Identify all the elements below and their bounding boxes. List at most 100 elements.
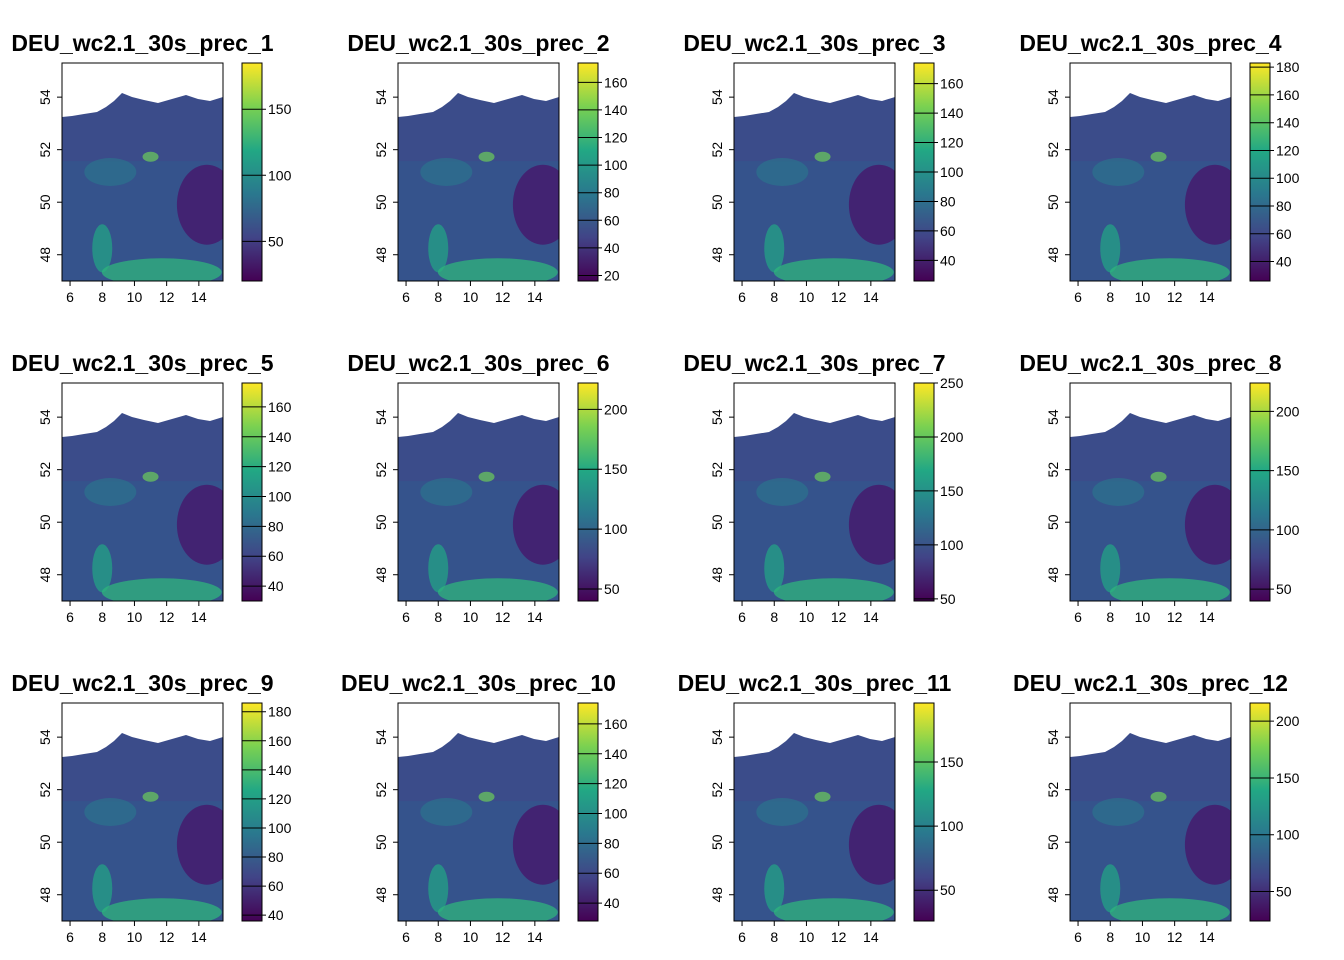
y-tick-label: 48 [37,887,53,903]
precipitation-map [398,63,559,281]
y-tick-label: 54 [709,409,725,425]
colorbar-tick-label: 140 [268,429,292,445]
precipitation-map [734,383,895,601]
colorbar-tick-label: 120 [604,130,628,146]
colorbar-tick-label: 120 [268,791,292,807]
colorbar-tick-label: 100 [940,818,964,834]
x-tick-label: 8 [98,929,106,945]
x-tick-label: 12 [495,929,511,945]
x-tick-label: 6 [1074,289,1082,305]
colorbar-tick-label: 60 [268,878,284,894]
map-sea [1070,63,1231,117]
x-tick-label: 10 [463,929,479,945]
y-tick-label: 50 [1045,514,1061,530]
colorbar-tick-label: 80 [604,185,620,201]
colorbar [578,703,598,921]
colorbar-frame [913,702,935,922]
map-black-forest [1100,864,1121,913]
colorbar-tick-label: 150 [604,461,628,477]
map-sea [734,383,895,437]
x-tick-label: 10 [799,609,815,625]
x-tick-label: 12 [159,609,175,625]
y-tick-label: 48 [1045,567,1061,583]
colorbar-tick-label: 100 [268,488,292,504]
y-tick-label: 54 [37,729,53,745]
colorbar-tick-label: 80 [604,835,620,851]
map-harz [142,791,159,802]
colorbar-tick-label: 150 [940,754,964,770]
x-tick-label: 6 [1074,609,1082,625]
panel: DEU_wc2.1_30s_prec_6 6 8 10 12 14 48 50 52 54 50 10… [347,350,627,625]
map-west-upland [756,158,809,186]
map-black-forest [1100,544,1121,593]
x-tick-label: 6 [66,609,74,625]
colorbar-tick-label: 100 [604,157,628,173]
y-tick-label: 50 [37,194,53,210]
y-tick-label: 52 [373,462,389,478]
map-frame [1069,382,1232,602]
map-alps [437,578,558,601]
map-west-upland [1092,478,1145,506]
colorbar-tick-label: 100 [268,820,292,836]
y-tick-label: 54 [37,409,53,425]
colorbar [242,383,262,601]
colorbar [914,383,934,601]
colorbar-frame [1249,702,1271,922]
map-alps [773,898,894,921]
y-tick-label: 50 [373,194,389,210]
y-tick-label: 50 [373,834,389,850]
x-tick-label: 8 [434,289,442,305]
colorbar-tick-label: 200 [1276,403,1300,419]
colorbar-tick-label: 50 [604,581,620,597]
colorbar-frame [241,702,263,922]
colorbar-tick-label: 60 [940,223,956,239]
y-tick-label: 50 [709,514,725,530]
x-tick-label: 14 [863,929,879,945]
x-tick-label: 8 [1106,609,1114,625]
panel: DEU_wc2.1_30s_prec_3 6 8 10 12 14 48 50 52 54 40 60… [683,30,963,305]
colorbar-tick-label: 140 [604,746,628,762]
x-tick-label: 14 [191,289,207,305]
precipitation-map [734,63,895,281]
colorbar-tick-label: 60 [1276,226,1292,242]
map-dry-east [512,804,559,885]
map-harz [1150,791,1167,802]
colorbar-tick-label: 250 [940,375,964,391]
x-tick-label: 12 [495,609,511,625]
map-sea [734,703,895,757]
map-frame [61,62,224,282]
colorbar-tick-label: 120 [940,135,964,151]
precipitation-map [398,703,559,921]
colorbar-tick-label: 100 [604,805,628,821]
y-tick-label: 48 [1045,887,1061,903]
x-tick-label: 6 [1074,929,1082,945]
x-tick-label: 12 [831,929,847,945]
x-tick-label: 12 [1167,609,1183,625]
colorbar-tick-label: 60 [268,548,284,564]
colorbar-tick-label: 200 [940,429,964,445]
map-alps [1109,578,1230,601]
colorbar [1250,63,1270,281]
colorbar-tick-label: 40 [1276,254,1292,270]
map-dry-east [1184,804,1231,885]
y-tick-label: 48 [37,247,53,263]
panel-title: DEU_wc2.1_30s_prec_3 [683,30,945,56]
colorbar-tick-label: 120 [1276,142,1300,158]
precipitation-map [734,703,895,921]
panel-title: DEU_wc2.1_30s_prec_6 [347,350,609,376]
colorbar-tick-label: 180 [1276,59,1300,75]
map-black-forest [92,864,113,913]
x-tick-label: 10 [127,929,143,945]
map-frame [397,62,560,282]
colorbar-tick-label: 120 [268,459,292,475]
colorbar-tick-label: 140 [604,102,628,118]
map-west-upland [420,158,473,186]
map-alps [437,898,558,921]
map-dry-east [1184,484,1231,565]
x-tick-label: 12 [831,289,847,305]
x-tick-label: 12 [1167,289,1183,305]
x-tick-label: 6 [402,289,410,305]
colorbar-tick-label: 80 [268,849,284,865]
colorbar-tick-label: 100 [1276,522,1300,538]
y-tick-label: 52 [37,782,53,798]
